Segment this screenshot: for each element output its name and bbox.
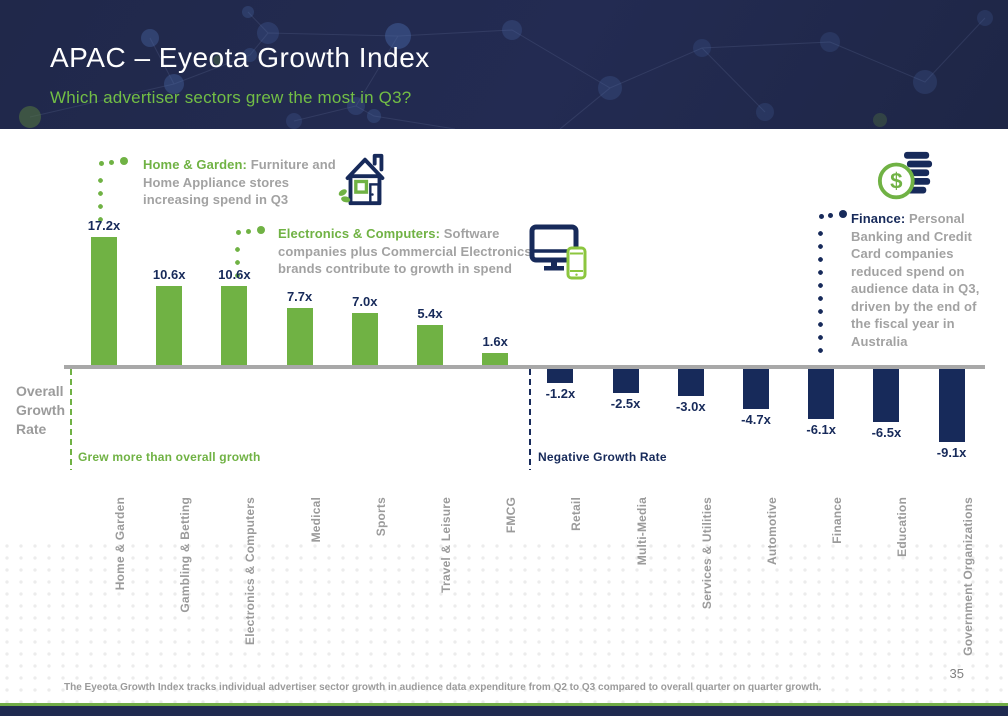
negative-zone-label: Negative Growth Rate — [538, 450, 667, 464]
category-label: Travel & Leisure — [439, 497, 453, 593]
bar-value-label: -9.1x — [936, 444, 967, 460]
bar-services-utilities — [677, 369, 704, 397]
leader-dot-column — [98, 174, 103, 226]
overall-growth-rate-label: Overall Growth Rate — [16, 383, 65, 437]
leader-dot — [246, 229, 251, 234]
annotation-finance: Finance: Personal Banking and Credit Car… — [851, 210, 993, 350]
bar-value-label: -4.7x — [741, 411, 771, 427]
bar-value-label: 17.2x — [87, 218, 121, 234]
category-label: Multi-Media — [634, 497, 649, 566]
bar-value-label: -6.5x — [871, 425, 902, 441]
category-label: Services & Utilities — [699, 497, 714, 610]
footer-bar — [0, 706, 1008, 716]
bar-sports — [351, 312, 378, 365]
bar-value-label: 10.6x — [152, 267, 186, 283]
annotation-home-garden: Home & Garden: Furniture and Home Applia… — [143, 156, 339, 209]
leader-dot — [109, 160, 114, 165]
house-icon — [336, 150, 394, 217]
negative-zone-dashed-line — [529, 369, 531, 470]
page-number: 35 — [949, 666, 964, 681]
bar-value-label: -1.2x — [545, 385, 576, 401]
bar-finance — [808, 369, 835, 420]
bar-value-label: 1.6x — [482, 334, 508, 350]
leader-dot-column — [235, 243, 240, 278]
dot-grid-decoration — [0, 540, 1008, 703]
bar-retail — [547, 369, 574, 383]
category-label: Sports — [373, 497, 388, 537]
leader-dot-column — [818, 227, 823, 357]
annotation-text: Software companies plus Commercial Elect… — [278, 226, 532, 276]
category-label: Medical — [308, 497, 323, 543]
bar-home-garden — [91, 237, 117, 365]
leader-dot — [839, 210, 847, 218]
leader-dot — [819, 214, 824, 219]
category-label: Home & Garden — [113, 497, 127, 591]
slide-header: APAC – Eyeota Growth Index Which adverti… — [0, 0, 1008, 129]
positive-zone-label: Grew more than overall growth — [78, 450, 261, 464]
leader-dot — [236, 230, 241, 235]
annotation-text: Furniture and Home Appliance stores incr… — [143, 157, 336, 207]
bar-electronics-computers — [221, 286, 248, 365]
page-subtitle: Which advertiser sectors grew the most i… — [50, 88, 412, 107]
category-label: Finance — [830, 497, 845, 544]
category-label: Education — [895, 497, 910, 557]
leader-dot — [120, 157, 128, 165]
svg-text:$: $ — [890, 169, 903, 194]
category-label: FMCG — [504, 497, 519, 534]
bar-multi-media — [612, 369, 639, 393]
monitor-phone-icon — [527, 222, 591, 293]
category-label: Automotive — [765, 497, 779, 565]
leader-dot — [828, 213, 833, 218]
page-title: APAC – Eyeota Growth Index — [50, 42, 430, 73]
category-label: Electronics & Computers — [243, 497, 258, 645]
bar-value-label: 7.7x — [286, 288, 313, 304]
bar-automotive — [743, 369, 769, 409]
bar-value-label: 5.4x — [417, 305, 443, 321]
bar-fmcg — [482, 353, 509, 365]
annotation-label: Electronics & Computers: — [278, 226, 441, 241]
footer-accent-line — [0, 703, 1008, 706]
bar-gambling-betting — [156, 286, 183, 365]
leader-dot — [257, 226, 265, 234]
category-label: Retail — [569, 497, 584, 531]
category-label: Government Organizations — [960, 497, 975, 656]
footnote: The Eyeota Growth Index tracks individua… — [64, 682, 822, 693]
bar-value-label: 10.6x — [218, 267, 251, 283]
annotation-electronics: Electronics & Computers: Software compan… — [278, 225, 546, 278]
category-label: Gambling & Betting — [178, 497, 193, 613]
leader-dot — [99, 161, 104, 166]
annotation-text: Personal Banking and Credit Card compani… — [851, 211, 980, 349]
annotation-label: Finance: — [851, 211, 906, 226]
annotation-label: Home & Garden: — [143, 157, 247, 172]
network-pattern-decoration — [19, 6, 993, 129]
bar-value-label: 7.0x — [352, 293, 378, 309]
positive-zone-dashed-line — [70, 369, 72, 470]
bar-value-label: -2.5x — [610, 395, 641, 411]
bar-education — [873, 369, 900, 423]
bar-government-organizations — [938, 369, 965, 442]
x-axis-baseline — [64, 365, 985, 369]
bar-value-label: -3.0x — [675, 399, 706, 415]
bar-value-label: -6.1x — [806, 422, 836, 438]
bar-travel-leisure — [417, 324, 443, 365]
dollar-coins-icon: $ — [874, 150, 936, 213]
bar-medical — [286, 307, 313, 365]
